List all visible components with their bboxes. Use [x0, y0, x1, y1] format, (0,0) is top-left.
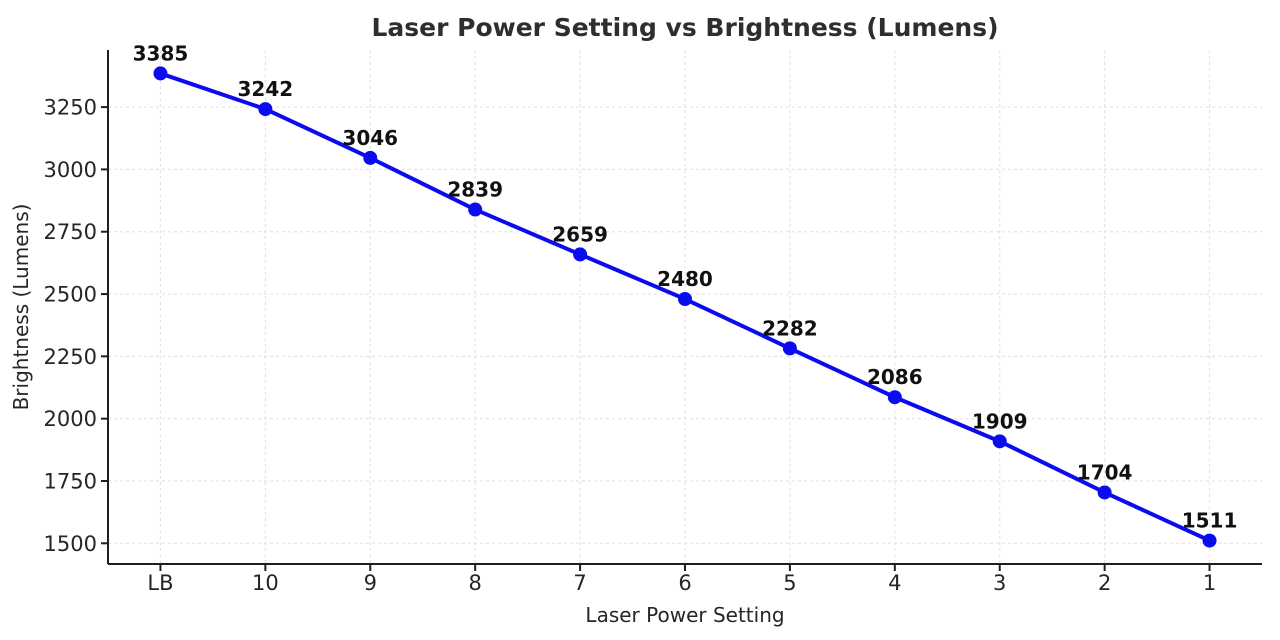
data-point-marker [887, 390, 902, 405]
x-tick-label: 8 [468, 571, 481, 595]
chart-title: Laser Power Setting vs Brightness (Lumen… [371, 13, 998, 42]
x-tick-label: 6 [678, 571, 691, 595]
data-point-label: 3385 [133, 41, 189, 65]
data-point-marker [1202, 533, 1217, 548]
data-point-label: 3046 [342, 126, 398, 150]
x-tick-label: 10 [252, 571, 279, 595]
data-point-label: 2659 [552, 222, 608, 246]
y-tick-label: 1500 [44, 532, 97, 556]
data-point-label: 2282 [762, 316, 818, 340]
point-labels: 3385 3242 3046 2839 2659 2480 2282 2086 1909 1704… [133, 41, 1238, 532]
x-tick-label: 5 [783, 571, 796, 595]
data-point-marker [992, 434, 1007, 449]
x-tick-label: LB [147, 571, 173, 595]
y-tick-label: 2750 [44, 220, 97, 244]
data-point-marker [363, 150, 378, 165]
data-point-marker [468, 202, 483, 217]
data-point-marker [782, 341, 797, 356]
data-point-label: 2086 [867, 365, 923, 389]
y-axis-label: Brightness (Lumens) [9, 204, 33, 411]
data-point-marker [573, 247, 588, 262]
y-tick-label: 2000 [44, 407, 97, 431]
data-point-label: 3242 [238, 77, 294, 101]
tick-labels: 1500 1750 2000 2250 2500 2750 3000 3250 LB 10 9 8 7 6… [44, 96, 1217, 595]
y-tick-label: 1750 [44, 469, 97, 493]
y-tick-label: 3000 [44, 158, 97, 182]
x-tick-label: 3 [993, 571, 1006, 595]
x-axis-label: Laser Power Setting [585, 603, 784, 627]
y-tick-label: 2500 [44, 283, 97, 307]
x-tick-label: 2 [1098, 571, 1111, 595]
data-series [153, 66, 1217, 548]
x-tick-label: 1 [1203, 571, 1216, 595]
data-point-label: 2839 [447, 178, 503, 202]
data-point-marker [678, 292, 692, 307]
data-point-label: 2480 [657, 267, 713, 291]
x-tick-label: 4 [888, 571, 901, 595]
data-point-label: 1511 [1182, 509, 1238, 533]
y-tick-label: 3250 [44, 96, 97, 120]
x-tick-label: 9 [364, 571, 377, 595]
data-point-marker [153, 66, 168, 81]
axis-ticks [101, 106, 1211, 571]
data-point-marker [1097, 485, 1112, 500]
x-tick-label: 7 [573, 571, 586, 595]
y-tick-label: 2250 [44, 345, 97, 369]
data-point-label: 1704 [1077, 460, 1133, 484]
data-point-marker [258, 102, 273, 117]
data-point-label: 1909 [972, 409, 1028, 433]
